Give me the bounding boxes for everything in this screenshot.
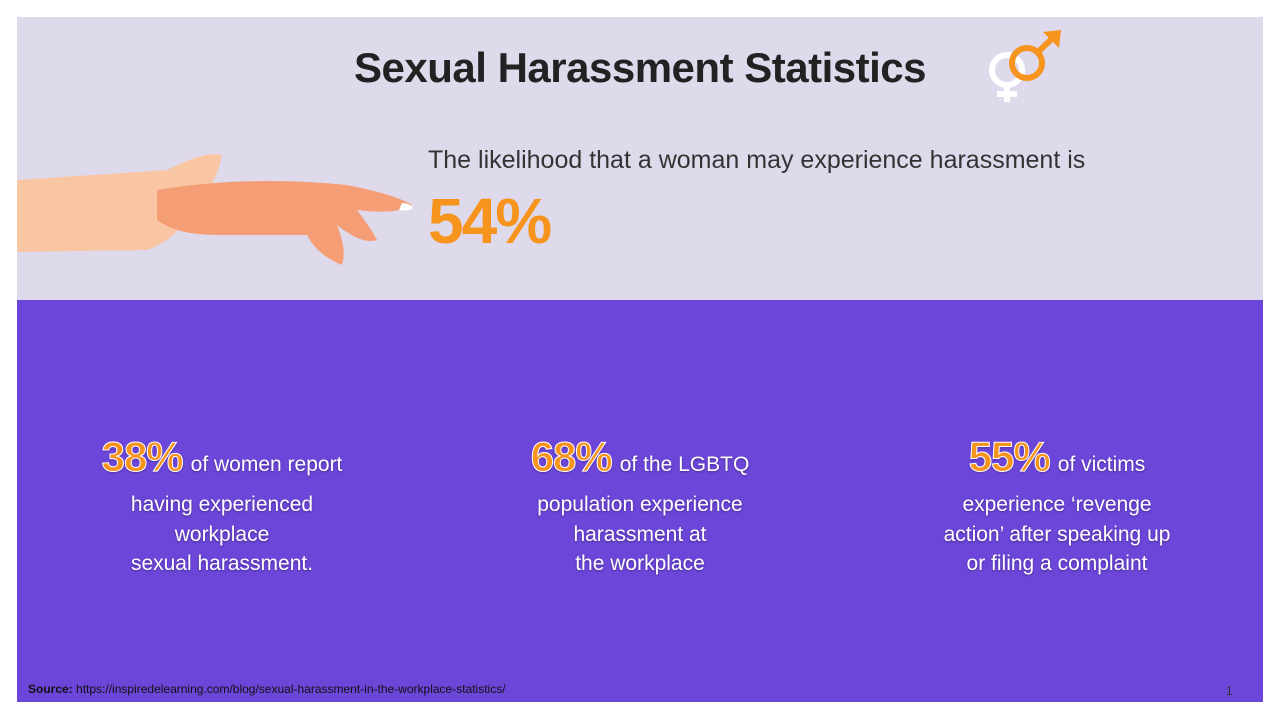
stat-text: population experience [537,493,743,516]
bottom-band [17,300,1263,702]
hands-illustration [17,154,413,265]
gender-icon [989,30,1061,102]
stat-text: having experienced [130,493,314,516]
stat-text: action’ after speaking up [943,522,1171,546]
stat-line: sexual harassment. [32,549,412,579]
stat-text: the workplace [575,552,705,575]
stat-text: of the LGBTQ [619,453,750,476]
top-band [17,17,1263,300]
source-label: Source: [28,682,73,696]
stat-text: or filing a complaint [966,552,1148,575]
stat-number: 68% [530,433,613,481]
stat-text: experience ‘revenge [962,493,1152,516]
stat-text: of women report [190,453,343,476]
stat-line: experience ‘revenge [867,490,1247,520]
stat-line: action’ after speaking up [867,520,1247,550]
stat-line: 55% of victims [867,432,1247,490]
stat-text: workplace [174,522,270,546]
stat-text: sexual harassment. [130,552,314,575]
stat-line: or filing a complaint [867,549,1247,579]
headline-stat: 54% [428,185,552,257]
stat-line: harassment at [450,520,830,550]
stat-line: 38% of women report [32,432,412,490]
stat-line: workplace [32,520,412,550]
stat-line: having experienced [32,490,412,520]
stat-block: 55% of victims experience ‘revenge action’ … [867,432,1247,579]
stat-line: the workplace [450,549,830,579]
footer: Source: https://inspiredelearning.com/bl… [28,682,506,696]
stat-line: population experience [450,490,830,520]
source-url: https://inspiredelearning.com/blog/sexua… [76,682,506,696]
stat-number: 55% [968,433,1051,481]
stat-block: 38% of women report having experienced work… [32,432,412,579]
page-number: 1 [1226,684,1233,698]
stat-text: of victims [1057,453,1146,476]
stat-line: 68% of the LGBTQ [450,432,830,490]
stat-number: 38% [101,433,184,481]
stat-text: harassment at [573,522,707,546]
title: Sexual Harassment Statistics [354,44,926,91]
stat-block: 68% of the LGBTQ population experience hara… [450,432,830,579]
headline-text: The likelihood that a woman may experien… [428,146,1086,174]
